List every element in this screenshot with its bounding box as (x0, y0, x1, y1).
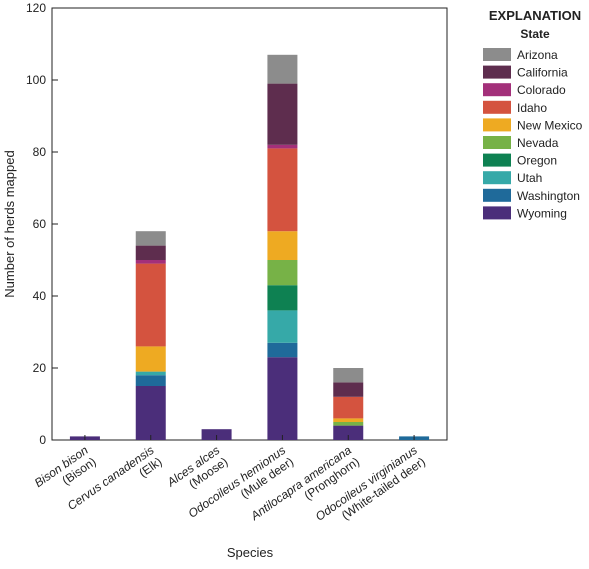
legend-label: Utah (517, 171, 542, 185)
bar-segment (267, 144, 298, 149)
legend-label: Washington (517, 189, 580, 203)
y-tick-label: 60 (33, 217, 47, 231)
bar-segment (333, 425, 364, 440)
y-tick-label: 80 (33, 145, 47, 159)
plot-frame (51, 7, 448, 441)
bar-segment (267, 148, 298, 232)
legend-label: Idaho (517, 101, 547, 115)
legend-swatch (483, 171, 511, 185)
legend-swatch (483, 153, 511, 167)
bar-segment (201, 429, 232, 440)
x-axis-label: Species (227, 545, 274, 560)
bar-segment (333, 382, 364, 397)
legend-swatch (483, 83, 511, 97)
bar-segment (135, 386, 166, 440)
legend-label: Nevada (517, 136, 559, 150)
legend-swatch (483, 136, 511, 149)
bar-segment (267, 231, 298, 260)
bar-segment (333, 396, 364, 419)
y-axis-label: Number of herds mapped (2, 150, 17, 297)
legend-label: New Mexico (517, 118, 583, 132)
legend-swatch (483, 48, 511, 61)
legend-label: Wyoming (517, 206, 567, 220)
legend-swatch (483, 100, 511, 114)
bar-segment (333, 368, 364, 383)
legend-swatch (483, 206, 511, 220)
y-tick-label: 20 (33, 361, 47, 375)
bar-segment (135, 371, 166, 376)
bar-segment (135, 260, 166, 264)
bar-segment (267, 54, 298, 84)
bar-segment (135, 231, 166, 246)
bar-segment (267, 83, 298, 145)
bar-segment (267, 342, 298, 358)
legend-label: California (517, 66, 568, 80)
bar-segment (267, 285, 298, 311)
bar-segment (135, 263, 166, 347)
legend-swatch (483, 188, 511, 202)
bar-segment (333, 422, 364, 426)
y-tick-label: 40 (33, 289, 47, 303)
y-tick-label: 0 (39, 433, 46, 447)
y-tick-label: 100 (26, 73, 46, 87)
bar-segment (135, 245, 166, 260)
bar-segment (267, 310, 298, 343)
bar-segment (135, 346, 166, 372)
legend-label: Oregon (517, 154, 557, 168)
legend-swatch (483, 118, 511, 132)
bar-segment (333, 418, 364, 422)
legend-subtitle: State (520, 27, 550, 41)
legend-title: EXPLANATION (489, 8, 581, 23)
bar-segment (135, 375, 166, 386)
legend-label: Colorado (517, 83, 566, 97)
bar-segment (267, 260, 298, 286)
legend-swatch (483, 65, 511, 79)
y-tick-label: 120 (26, 1, 46, 15)
legend-label: Arizona (517, 48, 558, 62)
bar-segment (267, 357, 298, 440)
